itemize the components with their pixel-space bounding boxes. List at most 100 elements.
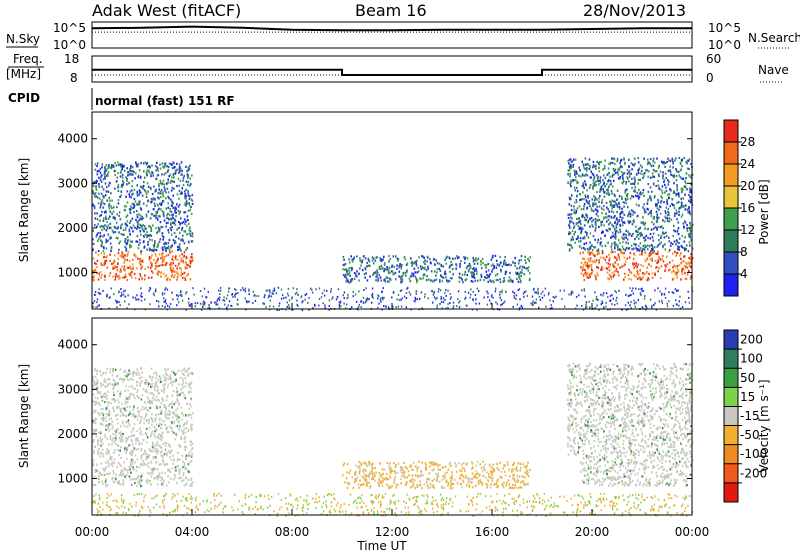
ground-scatter-cell — [633, 299, 635, 302]
range-cell — [126, 190, 129, 193]
range-cell — [582, 237, 584, 240]
range-cell — [576, 195, 578, 198]
range-cell — [143, 170, 145, 173]
range-cell — [650, 243, 653, 247]
range-cell — [92, 385, 94, 388]
range-cell — [619, 223, 621, 226]
range-cell — [395, 278, 397, 281]
range-cell — [519, 279, 522, 282]
range-cell — [690, 239, 692, 242]
range-cell — [111, 420, 114, 423]
range-cell — [137, 203, 139, 206]
ground-scatter-cell — [499, 290, 501, 293]
ground-scatter-cell — [152, 292, 155, 295]
range-cell — [135, 172, 137, 175]
range-cell — [104, 378, 106, 381]
range-cell — [147, 266, 149, 269]
range-cell — [126, 400, 129, 404]
range-cell — [128, 181, 131, 184]
ground-scatter-cell — [201, 295, 204, 298]
range-cell — [626, 198, 629, 201]
ground-scatter-cell — [651, 304, 653, 307]
range-cell — [145, 480, 147, 483]
range-cell — [607, 218, 610, 221]
range-cell — [109, 210, 111, 213]
range-cell — [619, 248, 622, 251]
range-cell — [157, 174, 160, 177]
ground-scatter-cell — [127, 294, 129, 297]
range-cell — [160, 226, 162, 229]
ground-scatter-cell — [371, 287, 374, 290]
range-cell — [106, 384, 109, 388]
range-cell — [656, 252, 658, 255]
range-cell — [668, 220, 671, 223]
range-cell — [136, 216, 139, 219]
ground-scatter-cell — [304, 298, 306, 301]
range-cell — [410, 257, 412, 260]
range-cell — [139, 190, 141, 193]
range-cell — [109, 215, 111, 218]
range-cell — [121, 265, 123, 268]
range-cell — [146, 230, 148, 234]
range-cell — [582, 264, 585, 267]
range-cell — [487, 262, 490, 266]
range-cell — [105, 416, 107, 419]
range-cell — [462, 281, 464, 284]
ground-scatter-cell — [492, 296, 494, 299]
range-cell — [592, 261, 595, 264]
range-cell — [597, 162, 600, 165]
range-cell — [103, 227, 105, 230]
range-cell — [672, 243, 674, 246]
range-cell — [170, 223, 172, 226]
ground-scatter-cell — [382, 287, 384, 290]
range-cell — [477, 257, 480, 260]
range-cell — [615, 269, 618, 272]
range-cell — [691, 247, 694, 250]
range-cell — [615, 243, 617, 246]
range-cell — [625, 194, 628, 197]
range-cell — [606, 267, 609, 270]
range-cell — [592, 219, 594, 222]
range-cell — [614, 241, 616, 244]
range-cell — [500, 270, 502, 273]
range-cell — [660, 201, 662, 204]
range-cell — [461, 278, 463, 281]
range-cell — [187, 169, 190, 172]
range-cell — [455, 267, 457, 270]
ground-scatter-cell — [644, 304, 647, 307]
range-cell — [592, 185, 595, 188]
range-cell — [138, 376, 141, 380]
range-cell — [646, 279, 649, 282]
range-cell — [577, 225, 580, 228]
range-cell — [649, 237, 652, 240]
range-cell — [167, 178, 169, 181]
ground-scatter-cell — [629, 287, 631, 290]
range-cell — [112, 231, 115, 234]
range-cell — [607, 208, 609, 211]
ground-scatter-cell — [269, 291, 271, 294]
range-cell — [125, 249, 128, 252]
range-cell — [120, 163, 123, 166]
range-cell — [168, 404, 170, 407]
range-cell — [127, 469, 129, 472]
range-cell — [184, 440, 186, 443]
ground-scatter-cell — [300, 295, 303, 298]
ground-scatter-cell — [338, 301, 340, 304]
range-cell — [350, 255, 352, 258]
range-cell — [637, 157, 639, 160]
range-cell — [162, 272, 165, 275]
range-cell — [161, 232, 164, 235]
range-cell — [623, 221, 626, 224]
range-cell — [501, 265, 504, 268]
range-cell — [105, 478, 108, 481]
range-cell — [181, 377, 184, 380]
range-cell — [664, 264, 666, 267]
range-cell — [155, 461, 157, 464]
range-cell — [663, 180, 665, 183]
range-cell — [111, 461, 114, 464]
range-cell — [668, 250, 670, 253]
range-cell — [599, 241, 602, 244]
range-cell — [605, 201, 608, 204]
range-cell — [402, 271, 404, 275]
range-cell — [164, 410, 167, 413]
